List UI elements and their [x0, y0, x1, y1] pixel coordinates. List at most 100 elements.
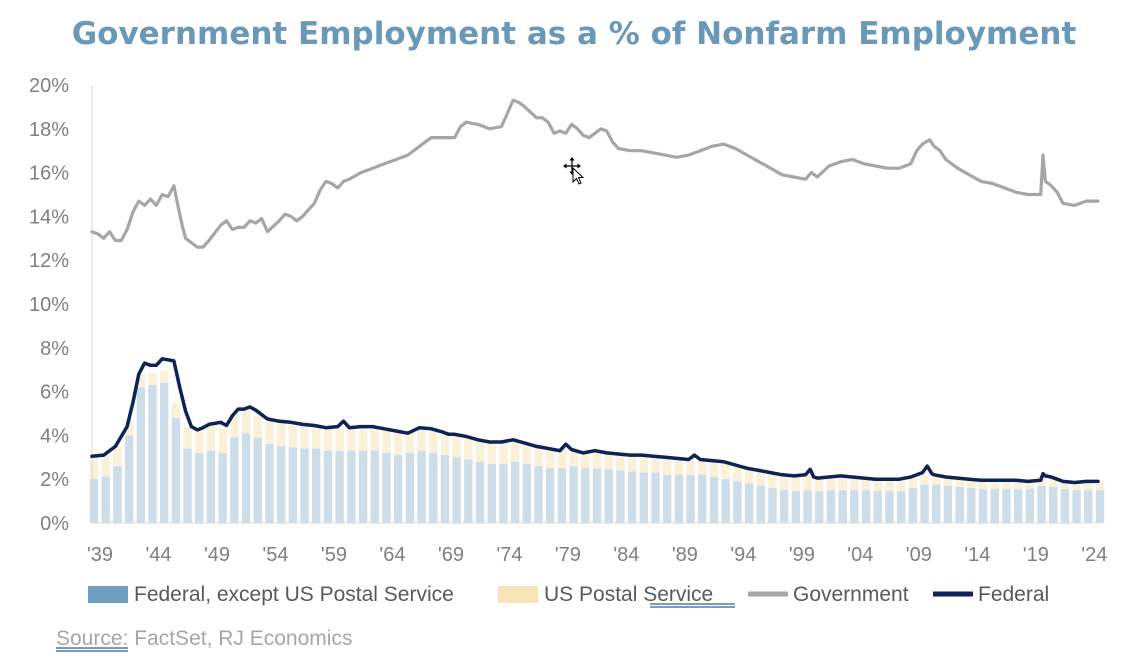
bar-usps — [300, 425, 309, 449]
bar-usps — [206, 426, 216, 451]
y-tick-label: 12% — [29, 250, 69, 272]
x-tick-label: '59 — [321, 544, 347, 566]
bar-usps — [171, 402, 181, 418]
bar-usps — [744, 468, 754, 484]
bar-federal-ex-usps — [89, 479, 99, 523]
bar-federal-ex-usps — [405, 452, 415, 523]
bars-layer — [89, 370, 1105, 523]
bar-federal-ex-usps — [815, 491, 824, 523]
bar-federal-ex-usps — [417, 450, 426, 523]
bar-federal-ex-usps — [1002, 489, 1011, 523]
source-text: : FactSet, RJ Economics — [123, 627, 353, 650]
bar-federal-ex-usps — [499, 463, 508, 523]
y-tick-label: 0% — [40, 513, 69, 535]
x-tick-label: '09 — [906, 544, 932, 566]
bar-usps — [475, 439, 485, 462]
bar-federal-ex-usps — [932, 484, 941, 523]
bar-usps — [920, 474, 929, 485]
bar-usps — [639, 455, 649, 473]
x-tick-label: '69 — [438, 544, 464, 566]
x-tick-label: '19 — [1023, 544, 1049, 566]
bar-federal-ex-usps — [662, 474, 672, 523]
bar-usps — [510, 439, 520, 462]
bar-usps — [335, 426, 344, 451]
bar-federal-ex-usps — [452, 457, 461, 523]
bar-usps — [978, 480, 988, 490]
bar-federal-ex-usps — [639, 472, 649, 523]
bar-federal-ex-usps — [230, 437, 239, 523]
bar-usps — [709, 460, 719, 478]
bar-federal-ex-usps — [101, 477, 110, 523]
bar-usps — [253, 415, 262, 438]
bar-federal-ex-usps — [768, 487, 777, 523]
bar-usps — [113, 446, 122, 467]
bar-federal-ex-usps — [557, 468, 567, 523]
bar-federal-ex-usps — [861, 490, 871, 523]
x-tick-label: '14 — [964, 544, 990, 566]
bar-federal-ex-usps — [592, 468, 602, 523]
x-tick-label: '79 — [555, 544, 581, 566]
x-tick-label: '74 — [496, 544, 522, 566]
x-tick-label: '24 — [1081, 544, 1107, 566]
bar-federal-ex-usps — [300, 448, 309, 523]
bar-federal-ex-usps — [1013, 489, 1023, 523]
x-tick-label: '49 — [204, 544, 230, 566]
bar-usps — [990, 480, 999, 490]
bar-federal-ex-usps — [581, 468, 590, 523]
bar-federal-ex-usps — [627, 471, 637, 523]
bar-usps — [230, 415, 239, 438]
legend-swatch-usps — [498, 586, 538, 603]
bar-federal-ex-usps — [124, 435, 134, 523]
bar-usps — [370, 427, 379, 451]
bar-usps — [89, 457, 99, 480]
bar-federal-ex-usps — [1037, 485, 1046, 523]
bar-usps — [1072, 481, 1081, 491]
bar-usps — [721, 462, 730, 480]
bar-usps — [159, 370, 169, 383]
bar-federal-ex-usps — [756, 485, 765, 523]
bar-usps — [487, 441, 496, 464]
bar-usps — [276, 423, 286, 447]
bar-usps — [791, 477, 801, 492]
bar-federal-ex-usps — [1060, 489, 1070, 523]
y-tick-label: 8% — [40, 338, 69, 360]
x-tick-label: '04 — [847, 544, 873, 566]
x-tick-label: '44 — [145, 544, 171, 566]
x-tick-label: '64 — [379, 544, 405, 566]
bar-federal-ex-usps — [686, 474, 695, 523]
bar-federal-ex-usps — [896, 491, 906, 523]
bar-federal-ex-usps — [803, 490, 812, 523]
bar-federal-ex-usps — [218, 452, 227, 523]
bar-usps — [405, 431, 415, 453]
bar-usps — [358, 427, 368, 451]
bar-usps — [733, 464, 742, 482]
y-tick-label: 14% — [29, 206, 69, 228]
bar-usps — [429, 431, 438, 453]
bar-usps — [756, 470, 765, 486]
bar-federal-ex-usps — [920, 484, 929, 523]
bar-usps — [686, 457, 695, 475]
bar-usps — [218, 428, 227, 453]
bar-federal-ex-usps — [335, 450, 344, 523]
y-tick-label: 16% — [29, 163, 69, 185]
bar-federal-ex-usps — [347, 450, 356, 523]
bar-federal-ex-usps — [475, 461, 485, 523]
bar-federal-ex-usps — [370, 450, 379, 523]
bar-usps — [545, 448, 555, 469]
bar-usps — [136, 374, 146, 388]
bar-usps — [838, 477, 847, 491]
line-government — [90, 98, 1100, 249]
legend-label-federal: Federal — [978, 583, 1049, 606]
bar-usps — [908, 477, 918, 488]
bar-federal-ex-usps — [850, 490, 859, 523]
bar-usps — [440, 433, 450, 456]
bar-federal-ex-usps — [159, 382, 169, 523]
y-tick-label: 6% — [40, 382, 69, 404]
bar-federal-ex-usps — [838, 490, 847, 523]
bar-usps — [534, 445, 543, 467]
bar-usps — [850, 477, 859, 491]
bar-federal-ex-usps — [1095, 490, 1105, 523]
bar-federal-ex-usps — [569, 466, 578, 523]
bar-federal-ex-usps — [487, 463, 496, 523]
bar-usps — [955, 478, 964, 487]
